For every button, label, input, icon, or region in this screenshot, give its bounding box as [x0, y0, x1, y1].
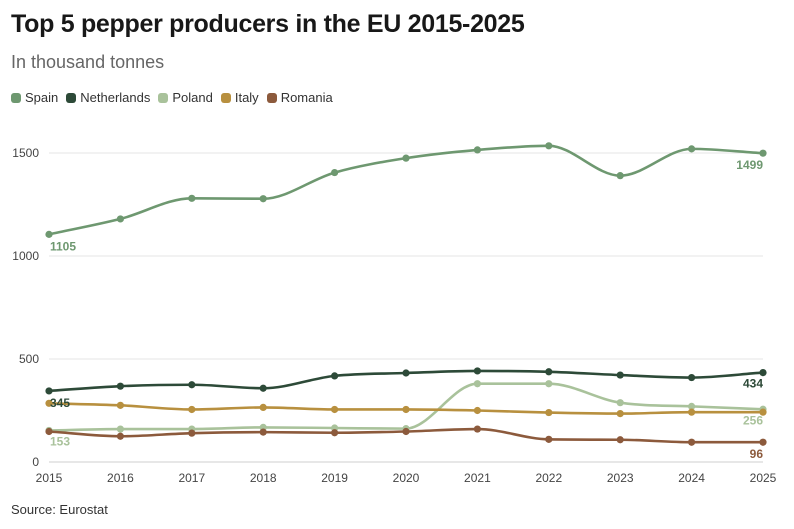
data-point-netherlands [116, 382, 124, 390]
data-point-netherlands [188, 381, 196, 389]
data-point-poland [473, 380, 481, 388]
data-point-romania [545, 435, 553, 443]
data-point-netherlands [402, 369, 410, 377]
legend-swatch [158, 92, 169, 103]
legend-item-netherlands: Netherlands [66, 90, 150, 105]
data-point-italy [688, 408, 696, 416]
legend-label: Spain [25, 90, 59, 105]
data-point-italy [45, 399, 53, 407]
data-point-italy [116, 401, 124, 409]
legend-item-poland: Poland [158, 90, 213, 105]
data-point-spain [545, 142, 553, 150]
data-point-spain [331, 168, 339, 177]
data-point-netherlands [473, 367, 481, 375]
data-point-spain [188, 194, 196, 202]
data-point-romania [688, 438, 696, 446]
data-point-romania [616, 436, 624, 444]
data-point-italy [473, 406, 481, 415]
legend: Spain Netherlands Poland Italy Romania [11, 90, 333, 105]
data-point-spain [45, 230, 53, 238]
x-tick-label: 2016 [107, 471, 134, 485]
data-point-netherlands [331, 372, 339, 380]
chart-subtitle: In thousand tonnes [11, 52, 165, 72]
data-point-italy [331, 405, 339, 414]
y-tick-label: 0 [32, 455, 39, 469]
x-tick-label: 2022 [535, 471, 562, 485]
x-tick-label: 2025 [750, 471, 777, 485]
data-point-poland [545, 380, 553, 388]
x-tick-label: 2015 [36, 471, 63, 485]
data-point-italy [259, 403, 267, 412]
data-point-italy [188, 405, 196, 414]
value-label-poland: 256 [743, 413, 763, 427]
data-point-italy [545, 408, 553, 417]
data-point-netherlands [259, 384, 267, 392]
data-point-romania [402, 427, 410, 436]
y-tick-label: 1000 [12, 249, 39, 263]
data-point-spain [688, 145, 696, 153]
data-point-poland [688, 402, 696, 410]
data-point-romania [116, 432, 124, 440]
value-label-spain: 1105 [50, 239, 76, 253]
legend-swatch [11, 92, 21, 103]
x-tick-label: 2024 [678, 471, 705, 485]
value-label-netherlands: 345 [50, 396, 70, 410]
legend-item-spain: Spain [11, 90, 58, 105]
legend-item-italy: Italy [220, 90, 259, 105]
legend-swatch [66, 92, 77, 103]
data-point-romania [259, 428, 267, 436]
y-tick-label: 500 [19, 352, 39, 366]
value-label-romania: 96 [750, 447, 764, 461]
data-point-netherlands [688, 373, 696, 382]
data-point-romania [759, 438, 767, 446]
legend-label: Romania [280, 90, 333, 105]
data-point-spain [402, 154, 410, 162]
x-tick-label: 2021 [464, 471, 491, 485]
chart-title: Top 5 pepper producers in the EU 2015-20… [11, 10, 525, 38]
x-tick-label: 2018 [250, 471, 277, 485]
data-point-italy [616, 409, 624, 418]
legend-label: Netherlands [80, 90, 151, 105]
data-point-italy [402, 405, 410, 414]
legend-swatch [220, 92, 231, 103]
data-point-netherlands [759, 368, 767, 377]
x-tick-label: 2017 [178, 471, 205, 485]
legend-item-romania: Romania [266, 90, 333, 105]
legend-swatch [266, 92, 277, 103]
data-point-poland [616, 399, 624, 407]
data-point-poland [116, 425, 124, 433]
data-point-spain [473, 146, 481, 154]
data-point-romania [45, 427, 53, 436]
x-tick-label: 2023 [607, 471, 634, 485]
data-point-romania [188, 429, 196, 437]
y-tick-label: 1500 [12, 146, 39, 160]
data-point-spain [616, 172, 624, 180]
data-point-netherlands [45, 387, 53, 395]
data-point-spain [259, 195, 267, 203]
data-point-netherlands [616, 371, 624, 379]
source-note: Source: Eurostat [11, 502, 108, 517]
data-point-netherlands [545, 368, 553, 376]
value-label-spain: 1499 [736, 158, 763, 172]
data-point-romania [473, 425, 481, 433]
x-tick-label: 2020 [393, 471, 420, 485]
data-point-romania [331, 429, 339, 437]
x-tick-label: 2019 [321, 471, 348, 485]
data-point-spain [759, 149, 767, 157]
value-label-poland: 153 [50, 434, 70, 448]
legend-label: Italy [234, 90, 259, 105]
legend-label: Poland [172, 90, 213, 105]
data-point-spain [116, 215, 124, 223]
data-point-italy [759, 408, 767, 416]
value-label-netherlands: 434 [743, 377, 763, 391]
